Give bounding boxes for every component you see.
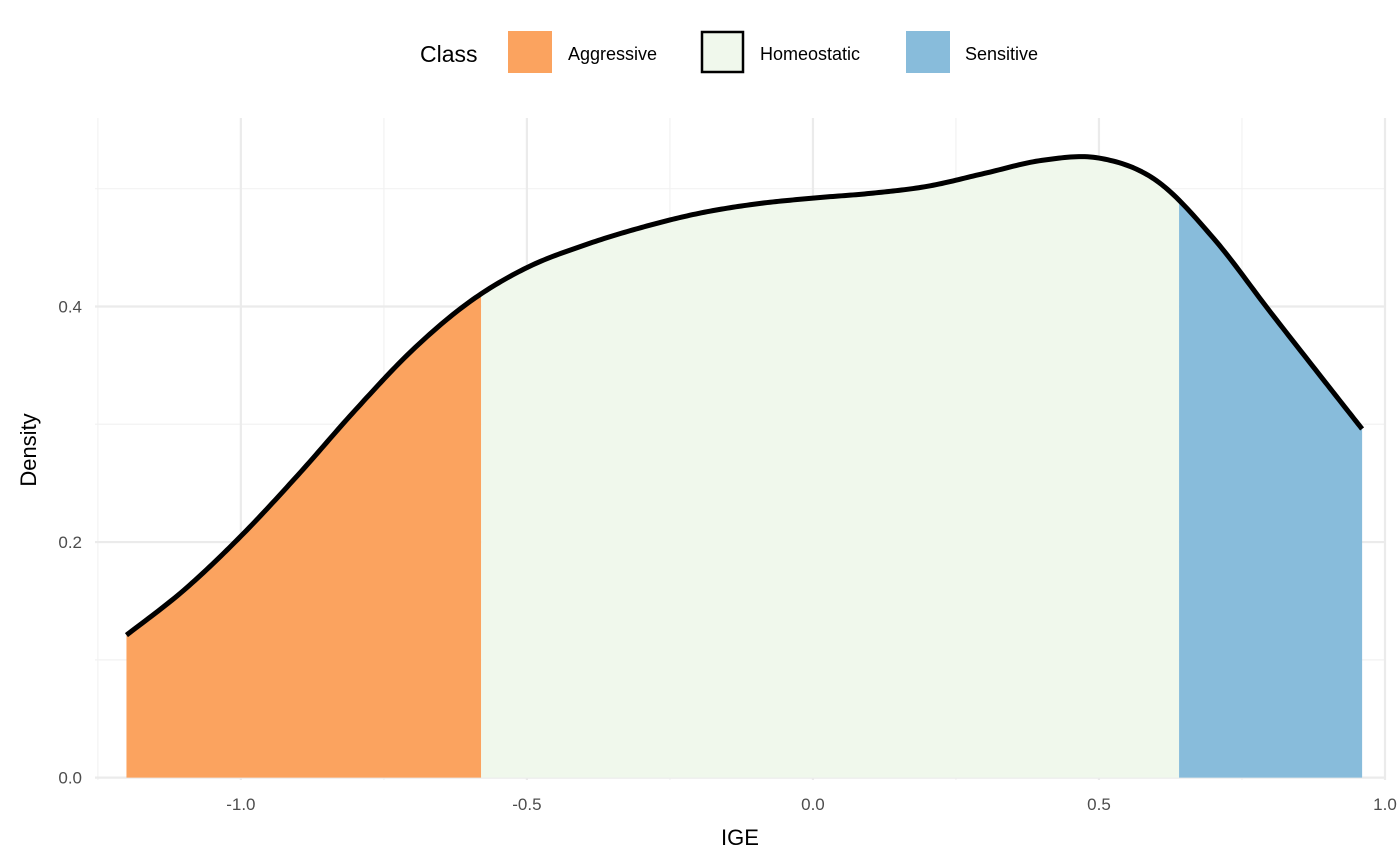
x-tick-label: 0.5 (1087, 795, 1111, 814)
y-tick-label: 0.4 (58, 297, 82, 316)
area-homeostatic (481, 156, 1180, 778)
legend-label-aggressive: Aggressive (568, 44, 657, 64)
y-tick-label: 0.2 (58, 533, 82, 552)
legend-label-homeostatic: Homeostatic (760, 44, 860, 64)
x-axis-ticks: -1.0 -0.5 0.0 0.5 1.0 (226, 795, 1397, 814)
y-tick-label: 0.0 (58, 769, 82, 788)
legend-title: Class (420, 41, 478, 67)
y-axis-ticks: 0.0 0.2 0.4 (58, 297, 82, 787)
legend-key-sensitive (906, 31, 950, 73)
class-areas (126, 156, 1363, 778)
area-aggressive (126, 293, 482, 778)
density-curve (124, 154, 1365, 638)
x-tick-label: 0.0 (801, 795, 825, 814)
x-tick-label: -1.0 (226, 795, 255, 814)
legend: Class Aggressive Homeostatic Sensitive (420, 30, 1038, 74)
x-tick-label: 1.0 (1373, 795, 1397, 814)
x-axis-title: IGE (721, 825, 759, 850)
y-axis-title: Density (16, 413, 41, 486)
legend-key-homeostatic (700, 30, 745, 74)
legend-key-aggressive (508, 31, 552, 73)
x-tick-label: -0.5 (512, 795, 541, 814)
legend-label-sensitive: Sensitive (965, 44, 1038, 64)
area-sensitive (1179, 200, 1363, 778)
